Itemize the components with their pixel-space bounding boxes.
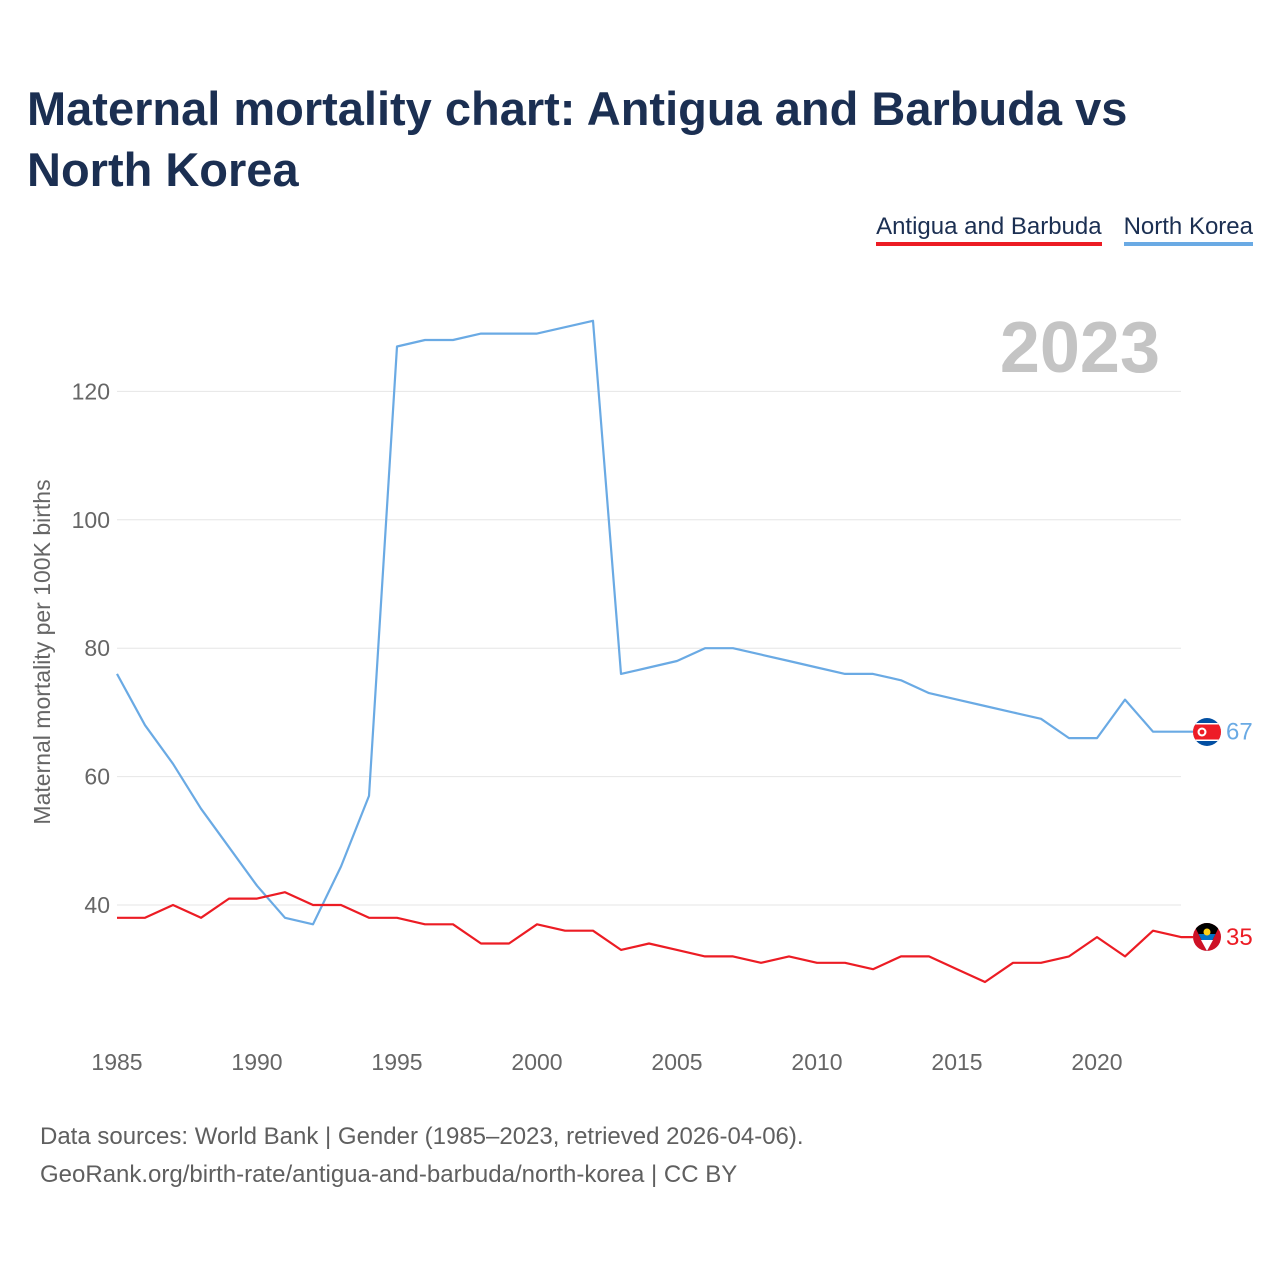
legend-label: Antigua and Barbuda: [876, 213, 1102, 240]
footer: Data sources: World Bank | Gender (1985–…: [40, 1118, 804, 1194]
x-tick-label: 1995: [371, 1049, 422, 1075]
series-lines: 67 35: [116, 319, 1253, 984]
end-value-label-north-korea: 67: [1226, 719, 1253, 746]
y-axis-label: Maternal mortality per 100K births: [29, 479, 55, 824]
grid-lines: [117, 390, 1181, 906]
x-tick-label: 1985: [91, 1049, 142, 1075]
end-value-label-antigua-and-barbuda: 35: [1226, 924, 1253, 951]
legend-item-antigua-and-barbuda[interactable]: Antigua and Barbuda: [876, 213, 1102, 246]
chart-title: Maternal mortality chart: Antigua and Ba…: [27, 82, 1128, 196]
legend-label: North Korea: [1123, 213, 1253, 240]
x-tick-label: 2020: [1071, 1049, 1122, 1075]
data-source-text: Data sources: World Bank | Gender (1985–…: [40, 1123, 804, 1150]
legend: Antigua and Barbuda North Korea: [876, 213, 1253, 246]
north-korea-flag-icon: [1193, 718, 1221, 746]
y-tick-label: 100: [72, 507, 110, 533]
x-tick-label: 2000: [511, 1049, 562, 1075]
series-line-north-korea: [116, 319, 1193, 926]
series-line-antigua-and-barbuda: [117, 891, 1193, 984]
x-axis-ticks: 1985 1990 1995 2000 2005 2010 2015 2020: [91, 1049, 1122, 1075]
y-axis-ticks: 40 60 80 100 120: [72, 378, 110, 918]
y-tick-label: 120: [72, 378, 110, 404]
x-tick-label: 1990: [231, 1049, 282, 1075]
antigua-and-barbuda-flag-icon: [1193, 923, 1221, 951]
y-tick-label: 60: [84, 764, 110, 790]
legend-item-north-korea[interactable]: North Korea: [1123, 213, 1253, 246]
year-watermark: 2023: [1000, 308, 1160, 388]
x-tick-label: 2015: [931, 1049, 982, 1075]
y-tick-label: 40: [84, 892, 110, 918]
x-tick-label: 2010: [791, 1049, 842, 1075]
x-tick-label: 2005: [651, 1049, 702, 1075]
source-url-text[interactable]: GeoRank.org/birth-rate/antigua-and-barbu…: [40, 1161, 738, 1188]
y-tick-label: 80: [84, 635, 110, 661]
